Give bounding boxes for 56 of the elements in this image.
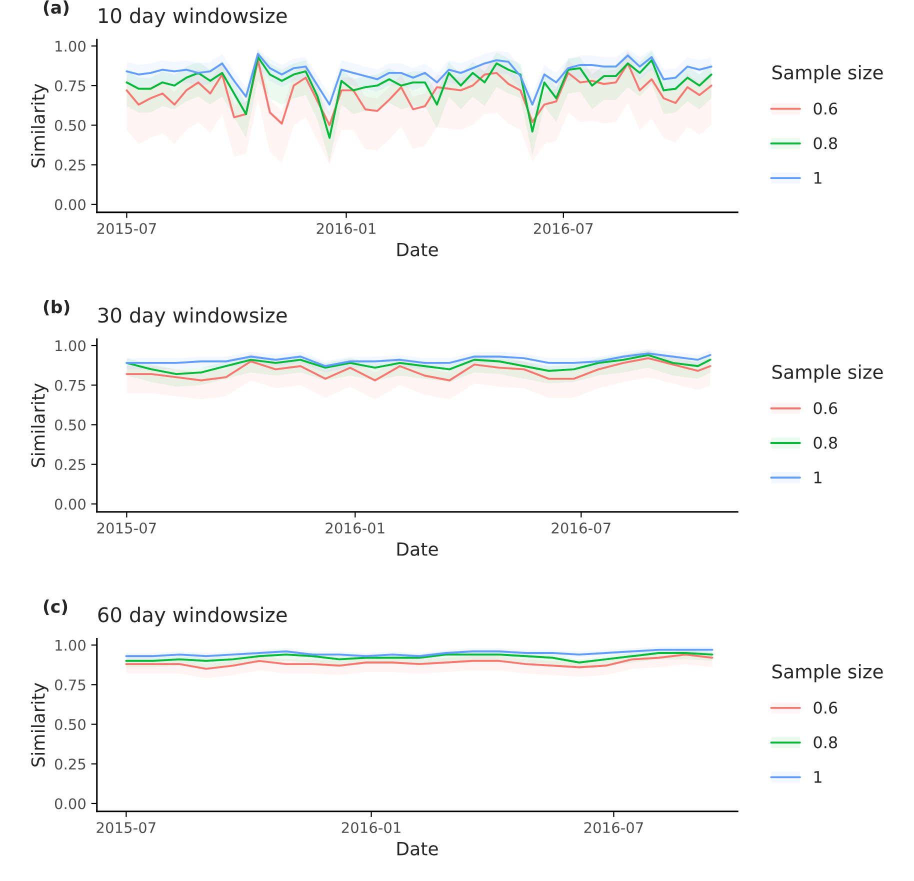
y-tick-label: 0.00 bbox=[54, 199, 86, 210]
x-tick-label: 2016-01 bbox=[316, 222, 376, 234]
y-axis-title: Similarity bbox=[30, 682, 48, 767]
y-tick-label: 0.25 bbox=[54, 160, 86, 171]
chart-title: 10 day windowsize bbox=[99, 8, 287, 28]
y-tick-label: 0.50 bbox=[54, 120, 86, 131]
legend-title: Sample size bbox=[772, 664, 883, 682]
legend-title: Sample size bbox=[772, 364, 883, 383]
y-axis-title: Similarity bbox=[30, 383, 48, 468]
x-tick-label: 2016-01 bbox=[342, 822, 400, 834]
y-tick-label: 0.00 bbox=[54, 498, 86, 510]
y-axis-title: Similarity bbox=[30, 84, 48, 168]
legend-label: 0.8 bbox=[814, 436, 838, 449]
y-tick-label: 0.25 bbox=[54, 758, 86, 770]
x-tick-label: 2016-07 bbox=[552, 522, 610, 534]
legend-label: 0.6 bbox=[814, 702, 838, 714]
line-series bbox=[125, 652, 714, 664]
y-tick-label: 1.00 bbox=[56, 640, 86, 651]
line-series bbox=[126, 357, 712, 382]
x-tick-label: 2015-07 bbox=[97, 222, 156, 234]
x-tick-label: 2015-07 bbox=[97, 522, 156, 534]
legend-label: 1 bbox=[814, 771, 822, 783]
x-axis-title: Date bbox=[397, 842, 438, 856]
y-tick-label: 0.50 bbox=[54, 718, 86, 730]
y-tick-label: 1.00 bbox=[56, 340, 86, 352]
x-tick-label: 2015-07 bbox=[96, 822, 156, 834]
chart-title: 60 day windowsize bbox=[98, 606, 287, 626]
legend-title: Sample size bbox=[772, 64, 883, 84]
legend-label: 1 bbox=[814, 472, 822, 484]
legend-label: 0.6 bbox=[814, 402, 838, 414]
y-tick-label: 0.75 bbox=[54, 80, 86, 92]
line-series bbox=[126, 354, 712, 376]
line-series bbox=[126, 56, 712, 139]
x-tick-label: 2016-01 bbox=[326, 522, 384, 534]
y-tick-label: 0.00 bbox=[54, 798, 86, 810]
y-tick-label: 1.00 bbox=[56, 40, 86, 52]
legend-label: 1 bbox=[814, 172, 822, 184]
line-series bbox=[126, 52, 712, 106]
text: (b) bbox=[44, 300, 70, 316]
x-tick-label: 2016-07 bbox=[534, 222, 593, 234]
y-tick-label: 0.25 bbox=[54, 459, 86, 470]
y-tick-label: 0.75 bbox=[54, 380, 86, 391]
legend-label: 0.6 bbox=[814, 102, 838, 115]
legend-label: 0.8 bbox=[814, 736, 838, 748]
legend-label: 0.8 bbox=[814, 137, 838, 150]
x-axis-title: Date bbox=[397, 542, 438, 556]
line-series bbox=[125, 654, 714, 670]
line-series bbox=[126, 59, 712, 126]
x-tick-label: 2016-07 bbox=[584, 822, 643, 834]
text: (c) bbox=[44, 599, 68, 615]
x-axis-title: Date bbox=[397, 242, 438, 256]
text: (a) bbox=[44, 0, 69, 16]
y-tick-label: 0.50 bbox=[54, 419, 86, 430]
line-series bbox=[126, 352, 712, 368]
chart-title: 30 day windowsize bbox=[98, 307, 287, 327]
y-tick-label: 0.75 bbox=[54, 679, 86, 690]
